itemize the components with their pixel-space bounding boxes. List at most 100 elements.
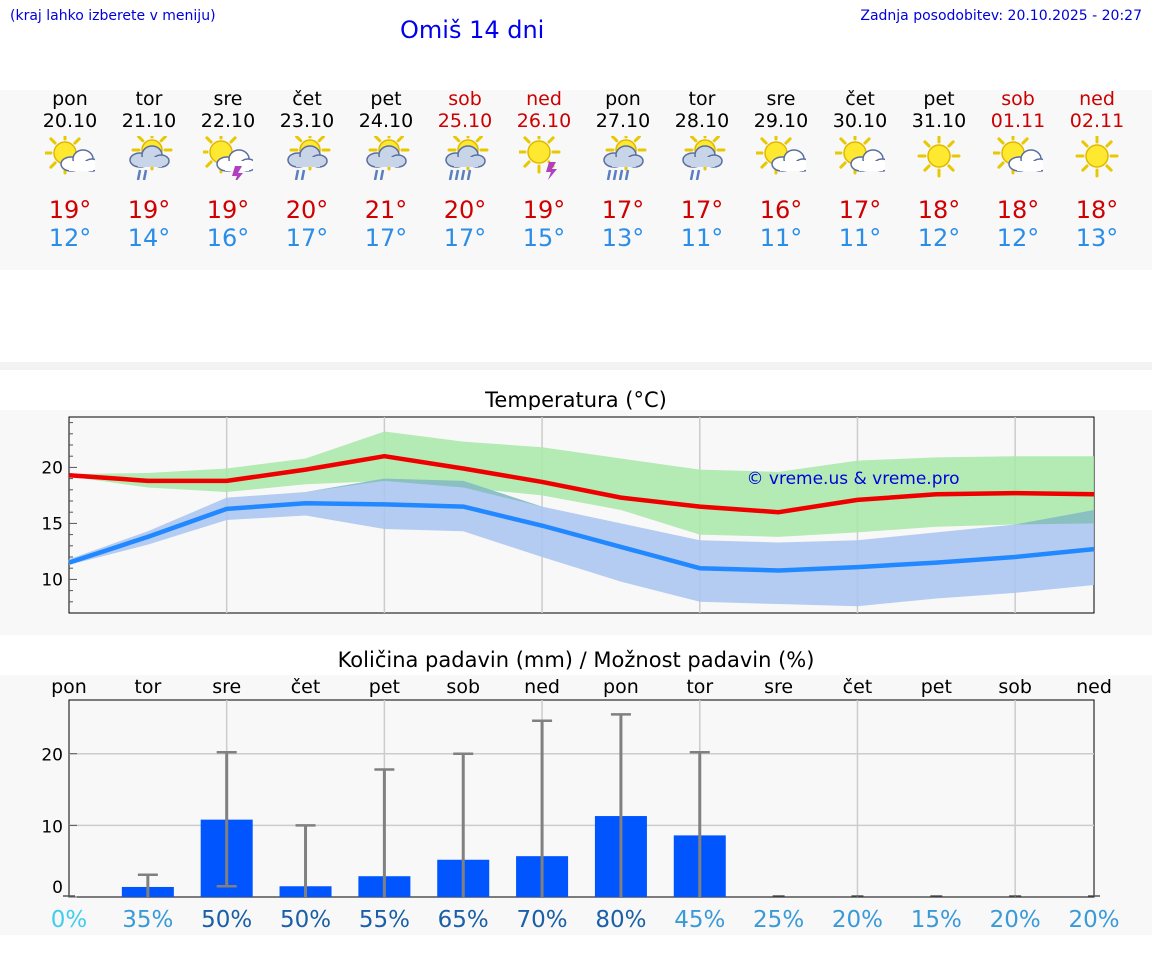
x-category-label: sre xyxy=(764,676,793,698)
max-temperature: 18° xyxy=(917,196,961,224)
day-forecast: sob 25.10 20° 17° xyxy=(425,88,505,268)
day-name: ned xyxy=(526,88,562,110)
min-temperature: 12° xyxy=(996,224,1040,252)
max-temperature: 19° xyxy=(206,196,250,224)
rain-icon xyxy=(124,129,174,181)
day-date: 27.10 xyxy=(595,110,651,132)
precipitation-probability: 70% xyxy=(517,907,568,933)
min-temperature: 11° xyxy=(759,224,803,252)
min-temperature-line xyxy=(68,500,1095,573)
day-forecast: pon 27.10 17° 13° xyxy=(583,88,663,268)
max-temperature: 19° xyxy=(48,196,92,224)
day-date: 24.10 xyxy=(358,110,414,132)
watermark: © vreme.us & vreme.pro xyxy=(746,469,959,489)
day-date: 28.10 xyxy=(674,110,730,132)
min-temperature: 14° xyxy=(127,224,171,252)
max-range-band xyxy=(69,431,1094,537)
rain-icon xyxy=(361,129,411,181)
max-temperature: 20° xyxy=(443,196,487,224)
temperature-chart-title: Temperatura (°C) xyxy=(485,388,667,412)
sunny-icon xyxy=(1072,134,1122,180)
max-temperature: 21° xyxy=(364,196,408,224)
precipitation-probability: 80% xyxy=(595,907,646,933)
max-temperature: 18° xyxy=(996,196,1040,224)
day-date: 22.10 xyxy=(200,110,256,132)
day-name: tor xyxy=(688,88,716,110)
y-tick-label: 15 xyxy=(41,514,63,534)
min-temperature: 17° xyxy=(285,224,329,252)
day-name: pon xyxy=(605,88,641,110)
last-update: Zadnja posodobitev: 20.10.2025 - 20:27 xyxy=(860,8,1142,24)
day-date: 01.11 xyxy=(990,110,1046,132)
day-name: sob xyxy=(1001,88,1035,110)
precipitation-probability: 20% xyxy=(832,907,883,933)
rain-icon xyxy=(282,129,332,181)
day-forecast: sre 22.10 19° 16° xyxy=(188,88,268,268)
day-forecast: pon 20.10 19° 12° xyxy=(30,88,110,268)
rain-icon xyxy=(677,129,727,181)
precipitation-probability: 20% xyxy=(1068,907,1119,933)
day-forecast: tor 21.10 19° 14° xyxy=(109,88,189,268)
x-category-label: pon xyxy=(603,676,639,698)
max-temperature: 16° xyxy=(759,196,803,224)
x-category-label: sob xyxy=(446,676,480,698)
day-name: pet xyxy=(370,88,402,110)
x-category-label: ned xyxy=(1076,676,1112,698)
min-temperature: 12° xyxy=(917,224,961,252)
day-date: 02.11 xyxy=(1069,110,1125,132)
day-date: 20.10 xyxy=(42,110,98,132)
partly-cloudy-icon xyxy=(754,131,812,180)
precipitation-probability: 20% xyxy=(990,907,1041,933)
precipitation-probability: 55% xyxy=(359,907,410,933)
forecast-band xyxy=(0,90,1152,270)
day-name: tor xyxy=(135,88,163,110)
day-date: 29.10 xyxy=(753,110,809,132)
temperature-chart: 10 15 20 © vreme.us & vreme.pro xyxy=(41,416,1095,614)
partly-cloudy-icon xyxy=(43,131,101,180)
day-name: pon xyxy=(52,88,88,110)
plot-area xyxy=(68,699,1095,898)
day-forecast: pet 24.10 21° 17° xyxy=(346,88,426,268)
y-tick-label: 10 xyxy=(41,817,63,837)
day-forecast: sre 29.10 16° 11° xyxy=(741,88,821,268)
x-category-label: sob xyxy=(998,676,1032,698)
day-forecast: pet 31.10 18° 12° xyxy=(899,88,979,268)
x-category-label: pon xyxy=(51,676,87,698)
max-temperature: 20° xyxy=(285,196,329,224)
y-tick-label: 20 xyxy=(41,458,63,478)
day-forecast: tor 28.10 17° 11° xyxy=(662,88,742,268)
precipitation-probability: 0% xyxy=(51,907,88,933)
day-date: 23.10 xyxy=(279,110,335,132)
partly-cloudy-icon xyxy=(833,131,891,180)
precipitation-probability: 65% xyxy=(438,907,489,933)
precipitation-probability: 25% xyxy=(753,907,804,933)
page-title: Omiš 14 dni xyxy=(400,16,545,44)
max-temperature: 17° xyxy=(680,196,724,224)
x-category-label: tor xyxy=(686,676,713,698)
day-date: 26.10 xyxy=(516,110,572,132)
min-temperature: 12° xyxy=(48,224,92,252)
precipitation-probability: 15% xyxy=(911,907,962,933)
day-forecast: ned 26.10 19° 15° xyxy=(504,88,584,268)
y-tick-label: 10 xyxy=(41,570,63,590)
min-range-band xyxy=(69,478,1094,607)
precipitation-probability: 45% xyxy=(674,907,725,933)
sun-thunder-icon xyxy=(517,130,569,180)
day-date: 31.10 xyxy=(911,110,967,132)
min-temperature: 17° xyxy=(364,224,408,252)
min-temperature: 11° xyxy=(838,224,882,252)
min-temperature: 13° xyxy=(601,224,645,252)
min-temperature: 13° xyxy=(1075,224,1119,252)
day-forecast: sob 01.11 18° 12° xyxy=(978,88,1058,268)
y-tick-label: 20 xyxy=(41,746,63,766)
precipitation-chart-title: Količina padavin (mm) / Možnost padavin … xyxy=(337,648,815,672)
day-name: ned xyxy=(1079,88,1115,110)
max-temperature: 19° xyxy=(522,196,566,224)
partly-cloudy-icon xyxy=(991,131,1049,180)
separator xyxy=(0,362,1152,370)
x-category-label: ned xyxy=(524,676,560,698)
heavy-rain-icon xyxy=(598,129,648,181)
day-name: sre xyxy=(766,88,796,110)
day-name: sob xyxy=(448,88,482,110)
precipitation-probability: 50% xyxy=(201,907,252,933)
